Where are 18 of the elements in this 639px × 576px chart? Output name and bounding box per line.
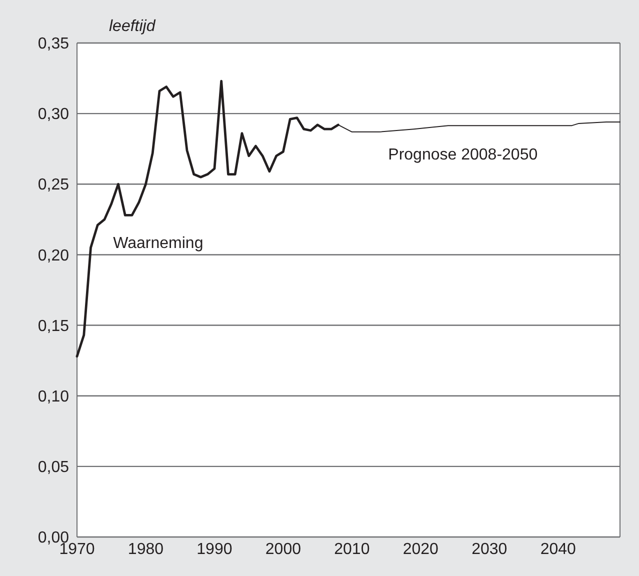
x-tick-label: 1990 <box>196 541 232 558</box>
y-tick-label: 0,05 <box>38 459 70 476</box>
y-tick-label: 0,30 <box>38 106 70 124</box>
x-tick-label: 2040 <box>540 541 576 558</box>
y-tick-label: 0,25 <box>38 176 70 194</box>
series-label: Prognose 2008-2050 <box>388 146 538 164</box>
y-axis-title: leeftijd <box>109 18 156 35</box>
x-tick-label: 2000 <box>265 541 302 558</box>
y-tick-label: 0,20 <box>38 247 70 264</box>
y-tick-label: 0,10 <box>38 388 70 406</box>
y-tick-label: 0,35 <box>38 36 70 53</box>
x-tick-label: 1980 <box>128 541 164 558</box>
x-tick-label: 1970 <box>59 541 95 558</box>
x-tick-label: 2030 <box>472 541 508 558</box>
y-tick-label: 0,15 <box>38 318 70 335</box>
x-tick-label: 2020 <box>402 541 439 558</box>
series-label: Waarneming <box>113 235 204 252</box>
x-tick-label: 2010 <box>334 541 370 558</box>
